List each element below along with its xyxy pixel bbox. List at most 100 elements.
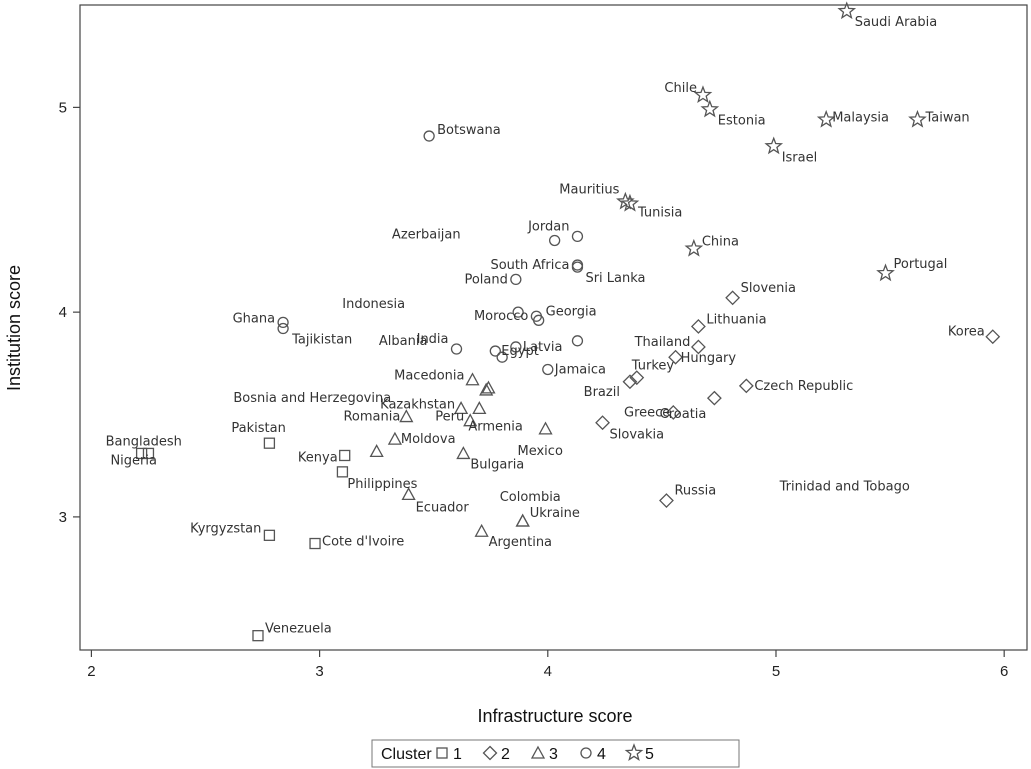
point-label-brazil: Brazil [584,385,620,400]
point-label-philippines: Philippines [347,477,417,492]
point-marker-slovakia [595,415,610,431]
point-marker-bangladesh [135,447,148,460]
point-marker-pakistan [263,437,276,449]
point-marker-estonia [700,99,720,118]
point-label-albania: Albania [379,334,428,349]
point-label-venezuela: Venezuela [265,622,332,637]
point-label-hungary: Hungary [681,351,737,366]
point-marker-philippines [336,466,349,478]
point-label-chile: Chile [664,81,697,96]
point-label-bangladesh: Bangladesh [106,434,182,449]
point-label-sri-lanka: Sri Lanka [585,271,645,286]
legend-label-3: 3 [549,746,558,763]
legend-label-5: 5 [645,746,654,763]
point-label-kenya: Kenya [298,450,338,465]
point-marker-georgia [533,314,545,326]
point-marker-india [450,343,463,355]
point-marker-ukraine [515,513,530,527]
point-marker-romania [399,409,414,423]
point-label-poland: Poland [464,272,507,287]
point-marker-sri-lanka [571,261,584,273]
point-label-colombia: Colombia [500,490,561,505]
point-marker-botswana [423,130,435,142]
legend-marker-square [436,747,448,759]
point-marker-tajikistan [277,322,289,335]
point-marker-turkey [629,370,645,386]
point-marker-jordan [571,230,584,243]
point-marker-azerbaijan [548,234,561,247]
point-label-ghana: Ghana [233,311,276,326]
point-marker-venezuela [252,630,264,642]
legend-marker-diamond [482,745,498,761]
point-marker-cote-d-ivoire [309,537,321,550]
point-marker-indonesia [512,306,524,318]
point-label-kazakhstan: Kazakhstan [380,397,455,412]
point-label-greece: Greece [624,405,670,420]
point-marker-argentina [474,523,489,537]
point-label-estonia: Estonia [718,113,766,128]
point-marker-peru [463,413,478,427]
legend-label-1: 1 [453,746,462,763]
point-label-morocco: Morocco [474,309,528,324]
legend-marker-star [624,743,644,761]
point-marker-bulgaria [456,446,471,460]
point-label-georgia: Georgia [546,304,597,319]
point-marker-latvia [510,341,522,353]
point-label-armenia: Armenia [468,419,523,434]
point-marker-ecuador [401,487,416,501]
point-label-israel: Israel [782,150,818,165]
point-label-romania: Romania [343,410,400,425]
point-marker-ghana [277,316,289,329]
y-axis-title: Institution score [4,265,24,391]
point-label-croatia: Croatia [660,407,707,422]
y-tick-label: 4 [59,304,67,321]
legend: Cluster 1 2 3 4 5 [371,739,740,768]
point-label-taiwan: Taiwan [924,111,969,126]
point-label-korea: Korea [948,325,985,340]
point-label-kyrgyzstan: Kyrgyzstan [190,521,261,536]
point-label-thailand: Thailand [634,335,691,350]
point-label-malaysia: Malaysia [832,111,889,126]
x-tick-label: 2 [87,663,95,680]
point-marker-hungary [668,349,684,365]
legend-marker-circle [580,747,592,759]
point-label-slovenia: Slovenia [741,281,796,296]
point-marker-jamaica [542,363,554,376]
point-label-saudi-arabia: Saudi Arabia [855,15,938,30]
point-marker-china [684,238,704,257]
point-labels: Saudi Arabia Chile Estonia Malaysia Taiwan Is… [106,15,985,637]
point-marker-kazakhstan [453,401,469,415]
point-marker-chile [693,85,713,104]
point-marker-portugal [876,263,895,282]
point-label-azerbaijan: Azerbaijan [392,227,461,242]
point-label-cote-d-ivoire: Cote d'Ivoire [322,535,404,550]
point-label-india: India [417,332,449,347]
point-label-nigeria: Nigeria [110,453,157,468]
point-marker-thailand [690,339,706,355]
point-marker-latvia [496,351,508,363]
point-marker-croatia [706,390,722,406]
point-marker-korea [985,329,1001,345]
point-marker-saudi-arabia [837,1,857,20]
point-label-tunisia: Tunisia [637,206,682,221]
point-label-russia: Russia [674,484,716,499]
y-tick-label: 5 [59,99,67,116]
point-label-jamaica: Jamaica [554,362,606,377]
point-label-turkey: Turkey [631,359,675,374]
point-label-ecuador: Ecuador [416,500,470,515]
point-marker-trinidad-and-tobago [369,444,384,458]
point-marker-greece [665,405,681,420]
point-marker-poland [510,273,522,286]
x-axis-title: Infrastructure score [477,706,632,726]
point-label-mauritius: Mauritius [559,183,619,198]
point-label-macedonia: Macedonia [394,369,464,384]
point-marker-nigeria [142,447,155,460]
point-label-slovakia: Slovakia [610,428,665,443]
point-label-argentina: Argentina [489,535,552,550]
point-marker-lithuania [690,319,706,334]
point-label-egypt: Egypt [501,344,539,359]
point-label-portugal: Portugal [894,257,948,272]
legend-marker-triangle [530,745,546,759]
point-marker-israel [764,136,784,155]
